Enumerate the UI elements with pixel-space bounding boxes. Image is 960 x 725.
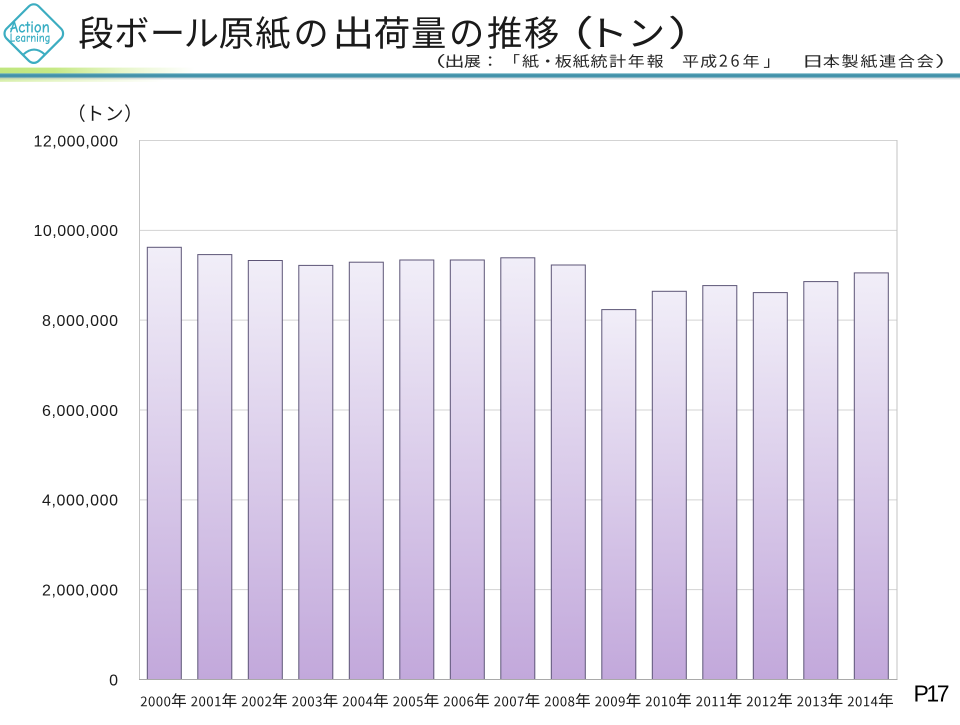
svg-text:0: 0 xyxy=(109,672,118,689)
svg-text:12,000,000: 12,000,000 xyxy=(34,133,119,150)
svg-text:6,000,000: 6,000,000 xyxy=(42,403,118,420)
svg-text:4,000,000: 4,000,000 xyxy=(42,493,118,510)
svg-text:8,000,000: 8,000,000 xyxy=(42,313,118,330)
svg-text:P17: P17 xyxy=(914,681,950,707)
svg-text:2,000,000: 2,000,000 xyxy=(42,583,118,600)
svg-text:10,000,000: 10,000,000 xyxy=(34,223,119,240)
